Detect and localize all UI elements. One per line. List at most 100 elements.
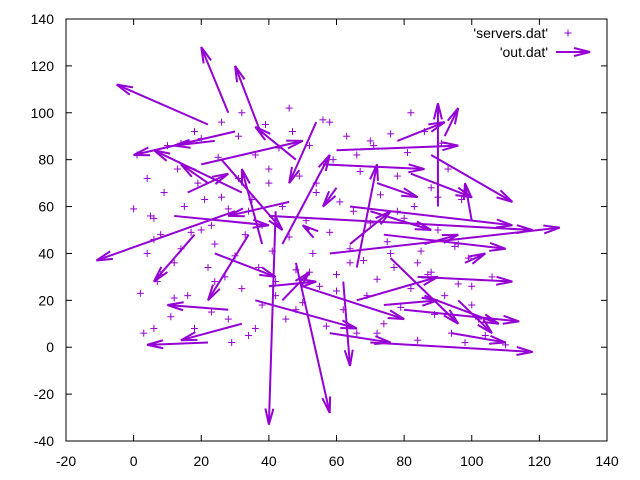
data-point: [343, 132, 351, 140]
data-point: [245, 332, 253, 339]
data-vector: [389, 257, 460, 325]
data-point: [319, 116, 327, 124]
data-point: [289, 128, 297, 136]
y-tick-label: -40: [34, 433, 54, 449]
data-point: [410, 203, 418, 211]
data-point: [234, 132, 242, 140]
data-vector: [288, 121, 318, 184]
data-point: [468, 282, 476, 290]
data-point: [197, 226, 205, 234]
data-point: [201, 196, 209, 204]
x-tick-label: -20: [56, 453, 76, 469]
data-point: [390, 264, 398, 272]
data-point: [190, 324, 198, 332]
data-point: [218, 118, 226, 126]
data-point: [397, 303, 405, 311]
data-point: [468, 301, 476, 309]
data-point: [427, 268, 435, 276]
data-vector: [356, 275, 439, 302]
data-vector: [443, 107, 460, 137]
data-point: [349, 207, 357, 215]
data-vector: [281, 271, 311, 302]
data-vector: [355, 163, 379, 268]
data-vector: [349, 205, 513, 229]
data-point: [194, 179, 202, 187]
data-point: [404, 149, 412, 157]
data-point: [228, 339, 236, 347]
data-point: [309, 249, 317, 257]
data-vector: [207, 234, 250, 302]
data-vector: [376, 182, 419, 199]
data-vector: [451, 332, 506, 345]
x-tick-label: 140: [595, 453, 619, 469]
data-vector: [383, 296, 439, 307]
data-vector: [214, 252, 277, 278]
data-vector: [464, 252, 486, 265]
y-tick-label: 40: [38, 245, 54, 261]
data-point: [218, 193, 226, 201]
data-point: [167, 313, 175, 321]
data-point: [481, 332, 489, 339]
y-tick-label: 120: [31, 58, 55, 74]
data-vector: [329, 332, 391, 346]
data-point: [190, 128, 198, 136]
data-point: [150, 324, 158, 332]
data-point: [316, 282, 324, 290]
data-point: [387, 249, 395, 257]
data-point: [207, 308, 215, 316]
data-point: [174, 165, 182, 173]
data-vector: [187, 172, 229, 194]
data-vector: [396, 121, 446, 142]
data-point: [326, 228, 334, 236]
data-vector: [173, 138, 215, 149]
data-point: [353, 329, 361, 337]
data-vector: [370, 341, 533, 356]
data-point: [407, 285, 415, 293]
data-point: [207, 221, 215, 229]
legend-label-servers: 'servers.dat': [473, 25, 548, 41]
legend: 'servers.dat' 'out.dat': [473, 25, 591, 60]
data-point: [356, 167, 364, 175]
y-tick-label: 80: [38, 152, 54, 168]
data-vector: [424, 233, 459, 246]
data-point: [187, 228, 195, 236]
data-vector: [281, 154, 331, 245]
data-vector: [227, 200, 290, 218]
data-vector: [254, 125, 297, 161]
data-point: [373, 275, 381, 283]
data-point: [383, 238, 391, 246]
x-tick-label: 40: [261, 453, 277, 469]
y-tick-label: 140: [31, 11, 55, 27]
data-vector: [329, 224, 561, 255]
data-point: [414, 259, 422, 267]
data-vector: [95, 210, 236, 262]
data-point: [360, 256, 368, 264]
data-point: [180, 203, 188, 211]
data-point: [333, 287, 340, 295]
data-vector: [322, 163, 425, 174]
data-point: [373, 329, 381, 337]
x-tick-label: 100: [460, 453, 484, 469]
data-point: [427, 184, 435, 192]
data-point: [204, 264, 212, 272]
data-point: [333, 271, 340, 279]
data-point: [380, 320, 388, 328]
y-tick-label: 0: [46, 339, 54, 355]
data-point: [150, 214, 158, 222]
y-tick-label: 60: [38, 199, 54, 215]
data-point: [393, 172, 401, 180]
data-point: [329, 156, 337, 164]
data-vector: [116, 83, 209, 126]
data-point: [326, 118, 334, 126]
data-point: [211, 240, 219, 248]
data-point: [130, 205, 138, 213]
axis-ticks: -20 0 20 40 60 80 100 120 140-40-200204060801001…: [31, 11, 619, 469]
plot-series: [95, 46, 561, 425]
x-tick-label: 60: [329, 453, 345, 469]
data-point: [454, 280, 462, 288]
legend-sample-out: [556, 47, 591, 57]
data-point: [184, 292, 192, 300]
data-point: [143, 249, 151, 257]
data-vector: [146, 339, 209, 350]
data-point: [265, 165, 273, 173]
